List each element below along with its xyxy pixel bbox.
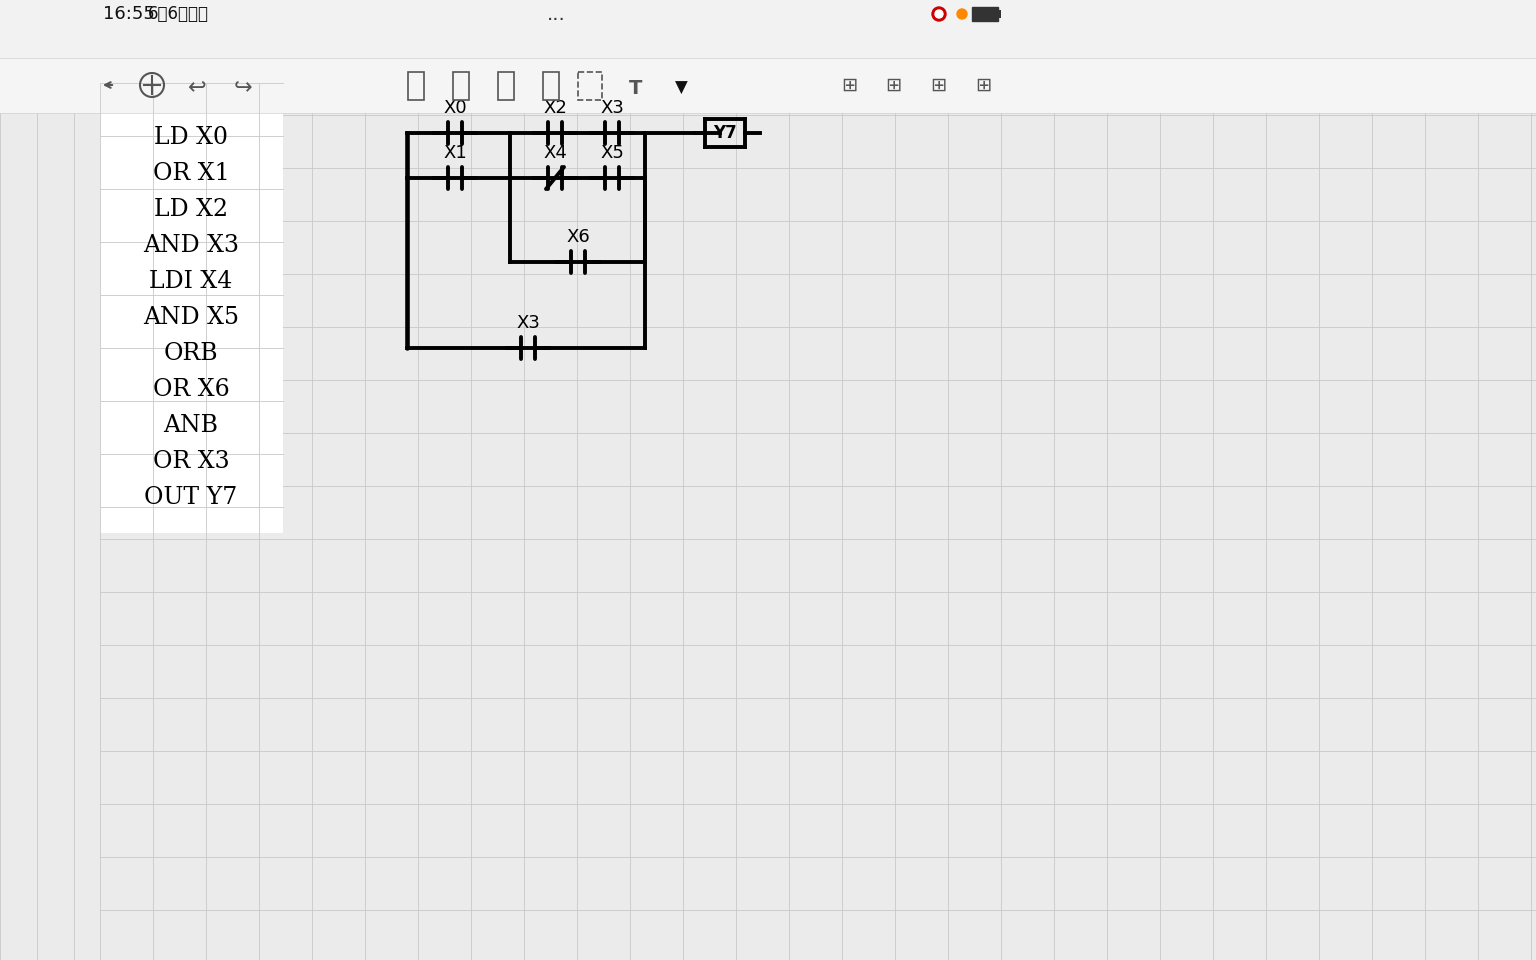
Bar: [100, 83, 283, 533]
Bar: [972, 7, 998, 21]
Text: ANB: ANB: [163, 415, 218, 438]
Circle shape: [957, 9, 968, 19]
Text: X3: X3: [516, 314, 541, 332]
Bar: [498, 72, 515, 100]
Text: X2: X2: [544, 99, 567, 117]
Text: LDI X4: LDI X4: [149, 271, 232, 294]
Text: ⊞: ⊞: [840, 76, 857, 94]
Text: AND X3: AND X3: [143, 234, 240, 257]
Text: OR X1: OR X1: [152, 162, 229, 185]
Bar: [409, 72, 424, 100]
Text: X4: X4: [544, 144, 567, 162]
Text: ORB: ORB: [164, 343, 218, 366]
Text: LD X2: LD X2: [154, 199, 227, 222]
Text: ⊞: ⊞: [975, 76, 991, 94]
Bar: [0, 58, 1536, 113]
Text: X6: X6: [567, 228, 590, 246]
Circle shape: [932, 7, 946, 21]
Text: AND X5: AND X5: [143, 306, 240, 329]
Text: 16:55: 16:55: [103, 5, 155, 23]
Text: T: T: [630, 79, 642, 98]
Text: ↩: ↩: [187, 78, 206, 98]
Text: X5: X5: [601, 144, 624, 162]
Text: OR X3: OR X3: [152, 450, 229, 473]
Text: ⊞: ⊞: [929, 76, 946, 94]
Bar: [998, 10, 1001, 18]
Text: X0: X0: [444, 99, 467, 117]
Text: ▼: ▼: [674, 79, 688, 97]
Bar: [544, 72, 559, 100]
Text: 6月6日周二: 6月6日周二: [147, 5, 209, 23]
Bar: [0, 0, 1536, 58]
Text: Y7: Y7: [713, 124, 737, 142]
Text: ⊞: ⊞: [885, 76, 902, 94]
Bar: [578, 72, 602, 100]
Text: OR X6: OR X6: [152, 378, 229, 401]
Text: LD X0: LD X0: [154, 127, 227, 150]
Text: ↪: ↪: [233, 78, 252, 98]
Circle shape: [935, 10, 943, 18]
Bar: [453, 72, 468, 100]
Text: OUT Y7: OUT Y7: [144, 487, 238, 510]
Text: ...: ...: [547, 5, 565, 23]
Text: X3: X3: [601, 99, 624, 117]
Text: X1: X1: [442, 144, 467, 162]
